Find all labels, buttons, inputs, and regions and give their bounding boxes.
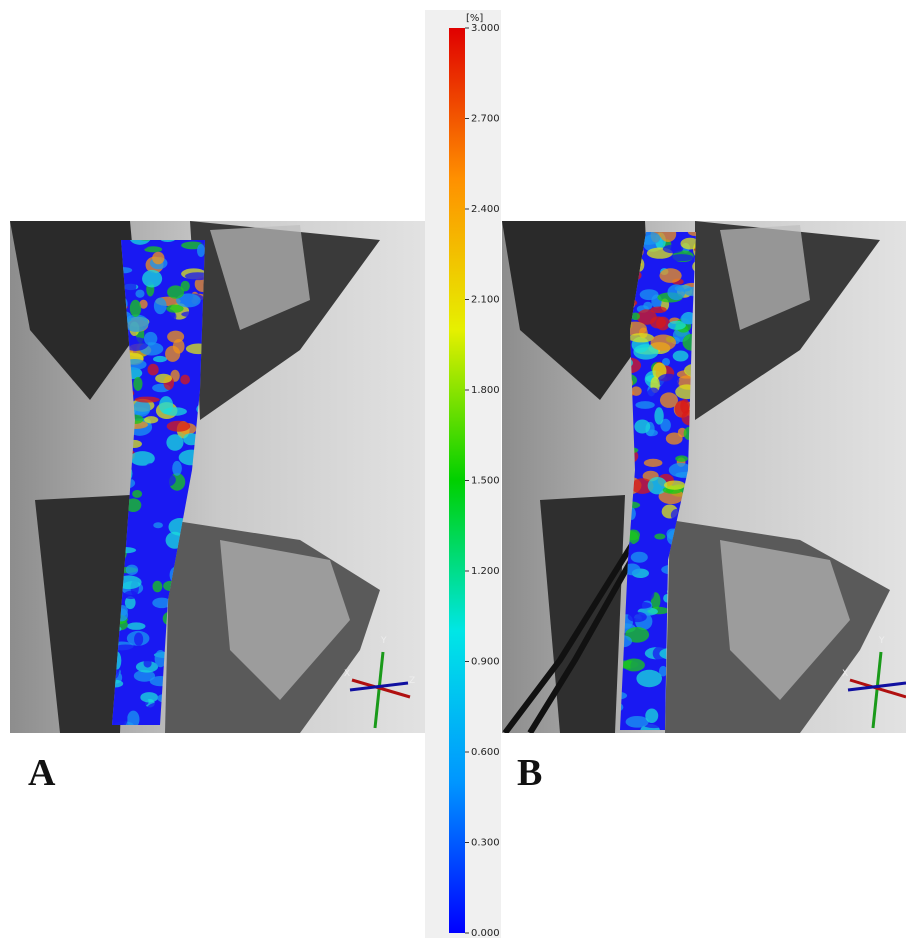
strain-blob [193,322,203,329]
strain-blob [134,633,143,646]
colorbar-tick-label: 1.800 [471,385,500,396]
strain-blob [172,461,182,476]
strain-blob [626,716,649,728]
strain-blob [150,497,161,509]
strain-blob [152,581,162,593]
strain-blob [152,252,164,265]
strain-blob [165,346,180,362]
strain-blob [167,421,191,432]
strain-blob [628,612,647,622]
axis-label: Y [380,636,387,646]
strain-blob [670,254,694,261]
axis-label: X [344,669,350,679]
photo-b [502,221,906,743]
strain-blob [651,334,676,350]
strain-blob [152,559,170,575]
strain-blob [154,298,167,315]
colorbar-tick-label: 1.500 [471,476,500,487]
strain-blob [645,709,658,723]
strain-blob [126,565,138,575]
strain-blob [142,270,162,288]
strain-blob [167,331,184,343]
strain-blob [197,244,205,257]
strain-blob [654,533,665,539]
colorbar-tick-label: 0.000 [471,928,500,938]
strain-blob [144,659,152,667]
strain-blob [148,364,159,376]
strain-blob [652,631,660,644]
strain-blob [159,396,173,414]
colorbar-tick-label: 1.200 [471,566,500,577]
strain-blob [132,490,142,498]
strain-blob [166,434,183,451]
strain-blob [181,311,201,317]
strain-blob [127,622,146,630]
strain-blob [124,591,138,599]
strain-blob [135,397,160,403]
photo-a [10,221,425,736]
strain-blob [140,543,149,560]
strain-blob [133,377,142,391]
strain-blob [654,407,663,424]
strain-blob [640,289,659,300]
panel-label: B [517,752,542,794]
strain-blob [631,552,648,563]
colorbar-tick-label: 0.600 [471,747,500,758]
strain-blob [145,463,155,472]
strain-blob [667,284,685,300]
strain-blob [130,300,141,317]
strain-blob [635,401,654,409]
strain-blob [144,332,157,346]
strain-blob [126,534,143,541]
strain-blob [634,602,651,609]
strain-blob [153,356,167,362]
axis-label: Z [409,676,415,686]
axis-label: Y [878,636,885,646]
strain-blob [634,419,650,433]
strain-blob [167,285,184,298]
strain-blob [140,692,158,702]
strain-blob [645,577,668,589]
strain-blob [142,483,153,497]
strain-blob [636,670,662,687]
strain-blob [659,268,681,283]
strain-blob [180,375,190,385]
strain-blob [650,306,666,313]
colorbar [449,28,465,933]
colorbar-tick-label: 0.300 [471,838,500,849]
strain-blob [643,302,652,310]
axis-label: X [842,669,848,679]
strain-blob [155,374,172,383]
colorbar-tick-label: 2.100 [471,295,500,306]
strain-blob [629,333,654,342]
strain-blob [664,481,685,490]
strain-blob [656,317,670,331]
strain-blob [631,386,642,395]
colorbar-tick-label: 2.700 [471,114,500,125]
strain-blob [135,290,144,298]
strain-blob [118,685,135,696]
strain-blob [647,388,660,403]
strain-blob [153,522,163,528]
colorbar-tick-label: 0.900 [471,657,500,668]
strain-blob [144,416,158,423]
strain-blob [631,649,644,657]
colorbar-tick-label: 2.400 [471,204,500,215]
strain-blob [673,351,689,362]
strain-blob [644,459,663,467]
figure: X Y Z X Y A B [%] 0.0000.3000.6000.9001.… [0,0,906,938]
strain-blob [143,470,168,485]
strain-blob [133,605,154,618]
panel-label: A [28,752,56,794]
strain-blob [675,455,688,461]
strain-blob [663,245,684,254]
strain-blob [623,659,645,672]
colorbar-tick-label: 3.000 [471,23,500,34]
strain-blob [657,374,679,388]
